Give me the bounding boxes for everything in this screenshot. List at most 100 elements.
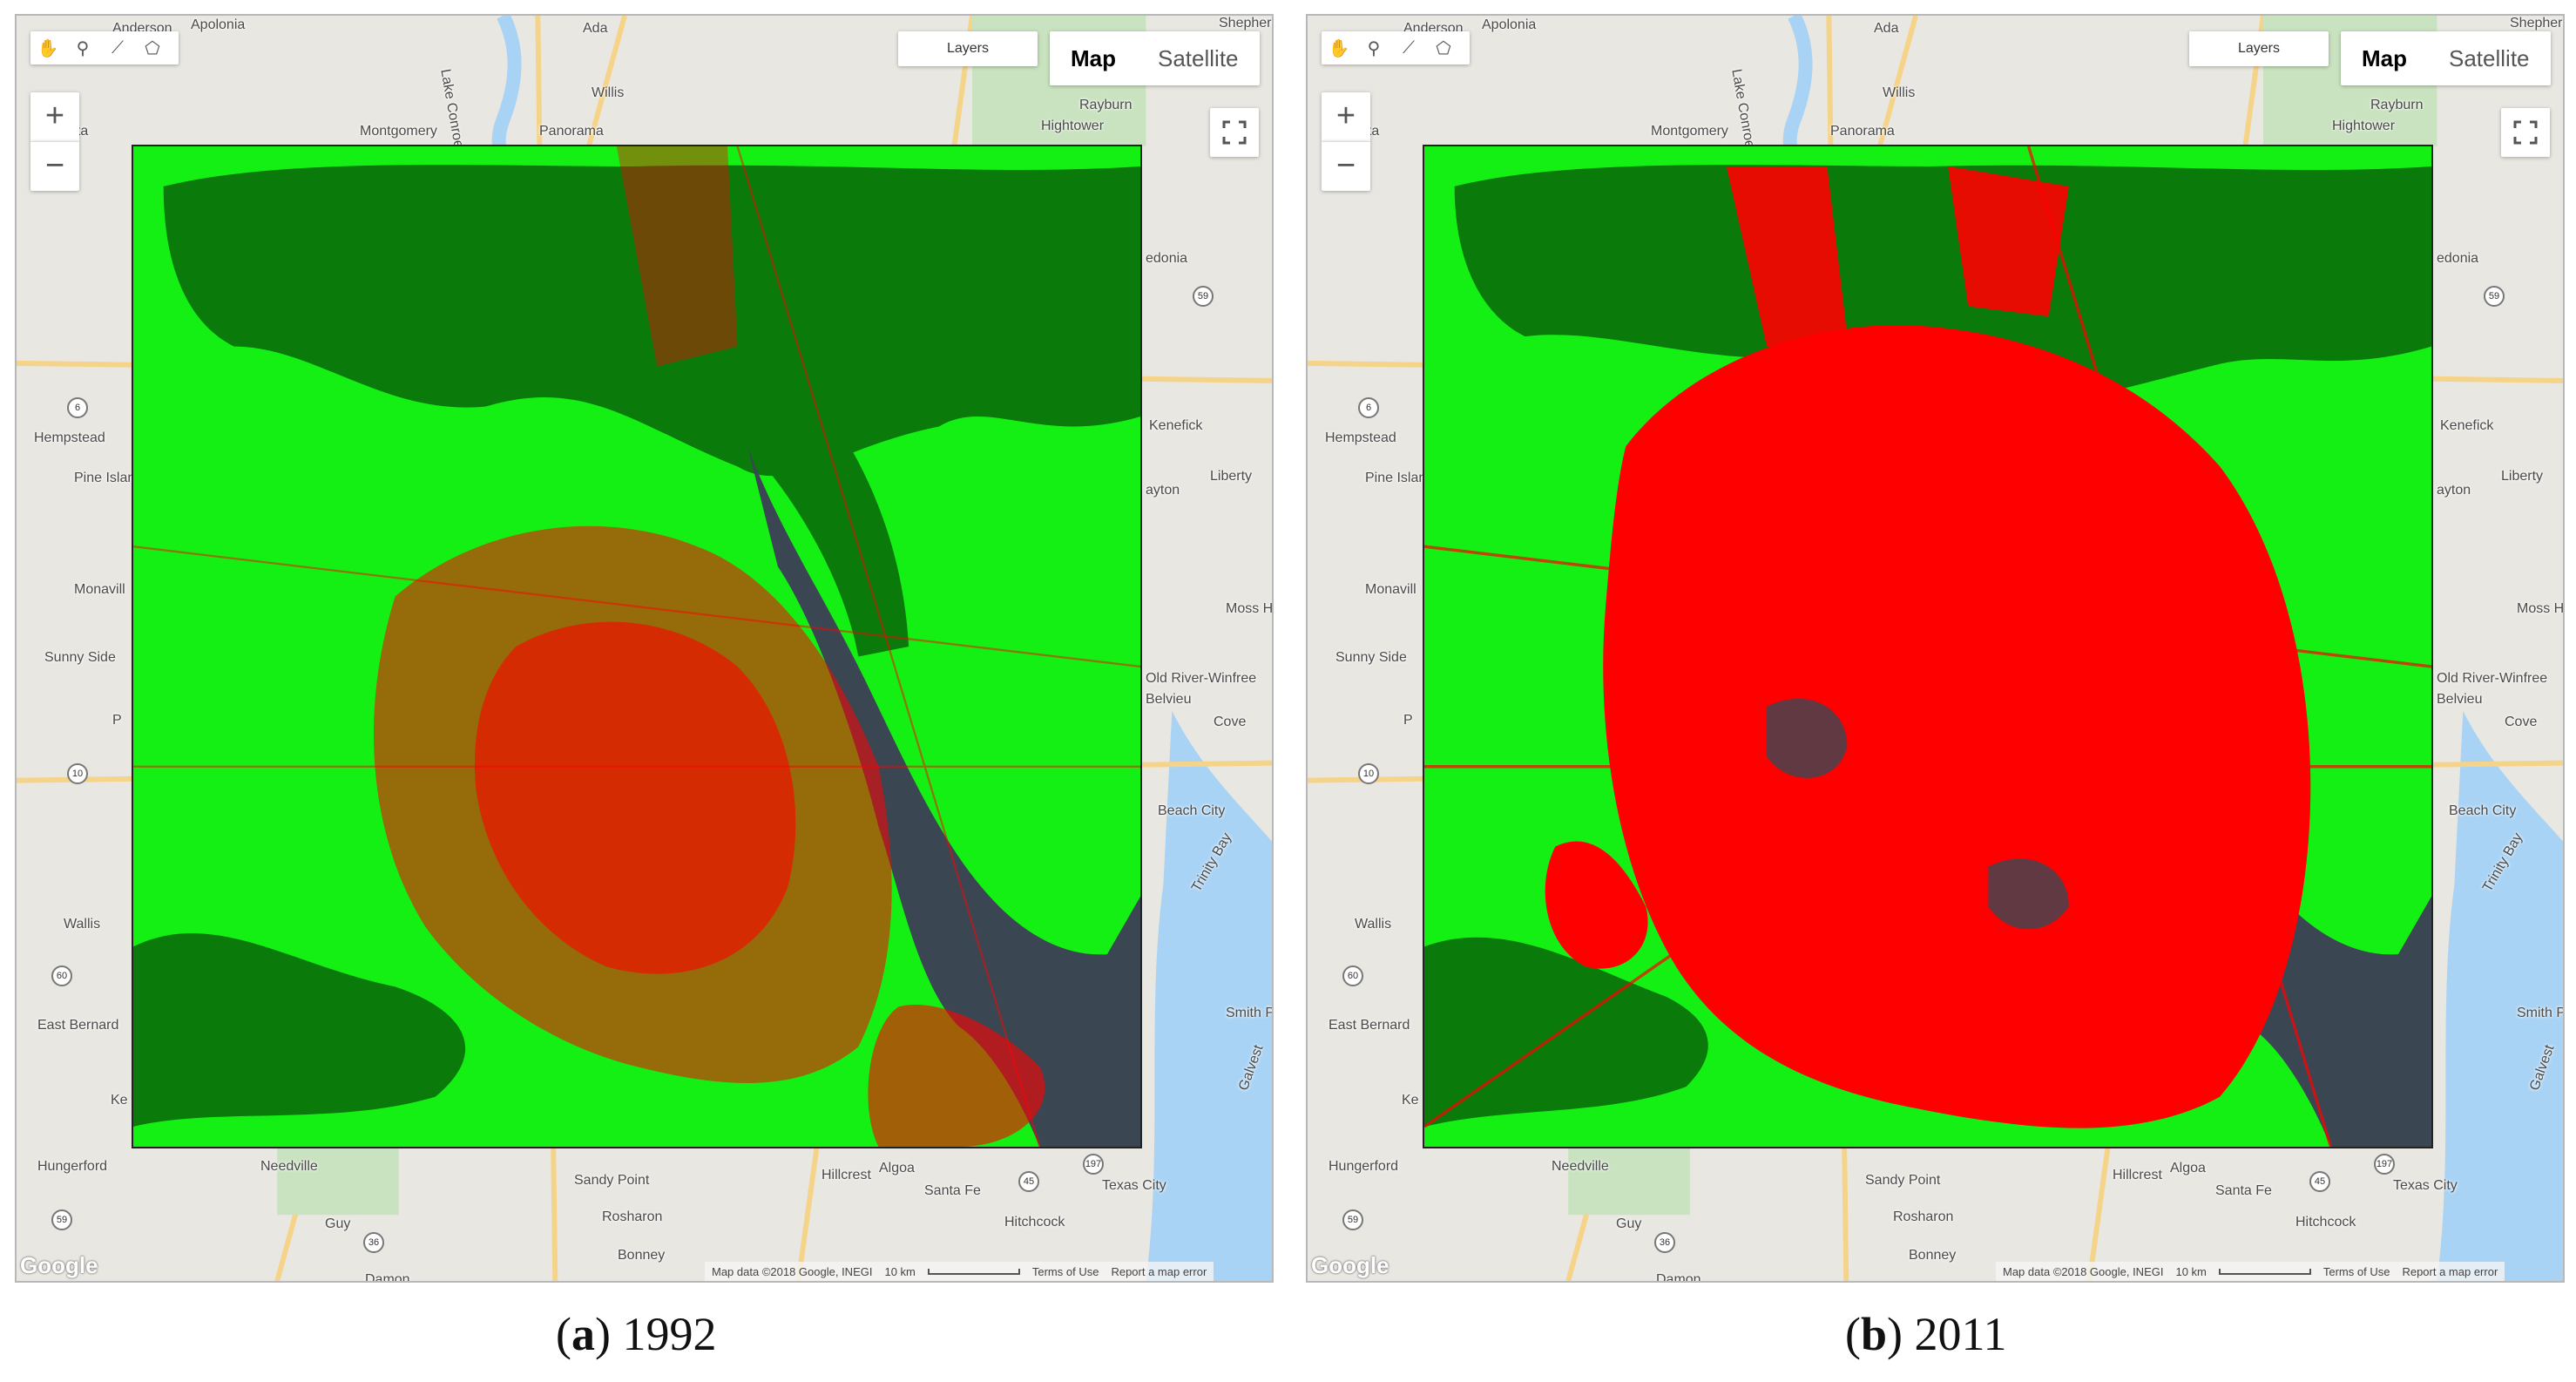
place-label: Wallis: [64, 917, 101, 931]
place-label: Hillcrest: [2113, 1168, 2162, 1182]
scale-label: 10 km: [2175, 1264, 2207, 1278]
place-label: Algoa: [2170, 1161, 2206, 1175]
place-label: Pine Islan: [1365, 471, 1427, 485]
map-data-credit: Map data ©2018 Google, INEGI: [712, 1264, 873, 1278]
map-type-control[interactable]: Map Satellite: [2341, 31, 2551, 85]
report-error-link[interactable]: Report a map error: [1111, 1264, 1207, 1278]
highway-shield: 59: [2484, 286, 2505, 307]
landcover-overlay[interactable]: [1423, 145, 2433, 1148]
report-error-link[interactable]: Report a map error: [2402, 1264, 2498, 1278]
place-label: Liberty: [1210, 469, 1253, 484]
hand-icon[interactable]: ✋: [1328, 38, 1350, 58]
google-logo: Google: [20, 1252, 98, 1278]
place-label: Hempstead: [34, 430, 105, 445]
map-data-credit: Map data ©2018 Google, INEGI: [2003, 1264, 2164, 1278]
fullscreen-icon: [2513, 120, 2538, 145]
place-label: Hightower: [1041, 119, 1105, 133]
place-label: Hempstead: [1325, 430, 1396, 445]
place-label: Beach City: [2449, 803, 2517, 818]
place-label: Sandy Point: [574, 1173, 650, 1188]
place-label: Willis: [1883, 85, 1916, 100]
highway-shield: 59: [51, 1209, 72, 1230]
line-icon[interactable]: ⟋: [1403, 37, 1415, 58]
map-attribution: Map data ©2018 Google, INEGI 10 km Terms…: [1996, 1262, 2505, 1281]
place-label: Ada: [1874, 21, 1899, 36]
place-label: edonia: [2437, 251, 2479, 266]
place-label: Texas City: [1102, 1178, 1166, 1193]
place-label: Algoa: [879, 1161, 915, 1175]
place-label: Montgomery: [1651, 124, 1728, 139]
place-label: Needville: [260, 1159, 318, 1174]
place-label: Hightower: [2332, 119, 2396, 133]
place-label: Beach City: [1158, 803, 1226, 818]
marker-icon[interactable]: ⚲: [1367, 38, 1381, 58]
panel-caption: (a) 1992: [556, 1308, 717, 1360]
zoom-in-button[interactable]: +: [30, 92, 79, 141]
place-label: Ke: [1402, 1093, 1419, 1108]
map-type-satellite-button[interactable]: Satellite: [2449, 45, 2530, 71]
place-label: P: [1403, 713, 1413, 728]
place-label: Needville: [1552, 1159, 1609, 1174]
highway-shield: 59: [1193, 286, 1214, 307]
map-panel-1992[interactable]: Anderson Apolonia Ada Shepherd Lake Conr…: [15, 14, 1274, 1283]
drawing-tools[interactable]: ✋ ⚲ ⟋ ⬠: [30, 31, 179, 64]
caption-letter: b: [1860, 1308, 1888, 1360]
caption-letter: a: [571, 1308, 595, 1360]
place-label: Kenefick: [2440, 418, 2494, 433]
place-label: Liberty: [2501, 469, 2544, 484]
place-label: Hillcrest: [821, 1168, 871, 1182]
polygon-icon[interactable]: ⬠: [145, 38, 160, 58]
place-label: Kenefick: [1149, 418, 1203, 433]
fullscreen-icon: [1222, 120, 1247, 145]
map-type-control[interactable]: Map Satellite: [1050, 31, 1260, 85]
map-type-map-button[interactable]: Map: [2362, 45, 2407, 71]
place-label: Panorama: [1830, 124, 1895, 139]
zoom-out-button[interactable]: −: [1322, 141, 1370, 191]
layers-button[interactable]: Layers: [898, 31, 1038, 66]
place-label: Apolonia: [191, 17, 246, 32]
caption-year: 2011: [1914, 1308, 2007, 1360]
drawing-tools[interactable]: ✋ ⚲ ⟋ ⬠: [1322, 31, 1470, 64]
caption-year: 1992: [622, 1308, 717, 1360]
terms-link[interactable]: Terms of Use: [1031, 1264, 1099, 1278]
map-panel-2011[interactable]: Anderson Apolonia Ada Shepherd Lake Conr…: [1306, 14, 2565, 1283]
place-label: Pine Islan: [74, 471, 136, 485]
place-label: Sandy Point: [1865, 1173, 1941, 1188]
place-label: edonia: [1146, 251, 1188, 266]
zoom-out-button[interactable]: −: [30, 141, 79, 191]
map-type-satellite-button[interactable]: Satellite: [1158, 45, 1239, 71]
panel-caption: (b) 2011: [1845, 1308, 2007, 1360]
place-label: Old River-Winfree: [2437, 671, 2548, 686]
highway-shield: 10: [1358, 763, 1379, 784]
map-type-map-button[interactable]: Map: [1071, 45, 1116, 71]
place-label: East Bernard: [37, 1018, 119, 1033]
marker-icon[interactable]: ⚲: [76, 38, 90, 58]
polygon-icon[interactable]: ⬠: [1436, 38, 1451, 58]
place-label: Hitchcock: [2295, 1215, 2356, 1230]
terms-link[interactable]: Terms of Use: [2322, 1264, 2390, 1278]
place-label: Belvieu: [1146, 692, 1192, 707]
highway-shield: 36: [363, 1232, 384, 1253]
zoom-in-button[interactable]: +: [1322, 92, 1370, 141]
scale-bar: [2218, 1268, 2311, 1275]
place-label: Moss H: [2517, 601, 2565, 616]
place-label: Belvieu: [2437, 692, 2483, 707]
place-label: Hungerford: [37, 1159, 108, 1174]
map-attribution: Map data ©2018 Google, INEGI 10 km Terms…: [705, 1262, 1214, 1281]
layers-button[interactable]: Layers: [2189, 31, 2329, 66]
place-label: Hitchcock: [1004, 1215, 1065, 1230]
place-label: Bonney: [1909, 1248, 1957, 1263]
fullscreen-button[interactable]: [2501, 108, 2550, 157]
place-label: Sunny Side: [1335, 650, 1407, 665]
highway-shield: 6: [67, 397, 88, 418]
fullscreen-button[interactable]: [1210, 108, 1259, 157]
place-label: P: [112, 713, 122, 728]
place-label: Guy: [1616, 1216, 1642, 1231]
landcover-overlay[interactable]: [132, 145, 1142, 1148]
hand-icon[interactable]: ✋: [37, 38, 59, 58]
place-label: Smith P: [2517, 1006, 2565, 1020]
highway-shield: 45: [2309, 1171, 2330, 1192]
place-label: Monavill: [74, 582, 125, 597]
highway-shield: 60: [1342, 965, 1363, 986]
line-icon[interactable]: ⟋: [112, 37, 124, 58]
